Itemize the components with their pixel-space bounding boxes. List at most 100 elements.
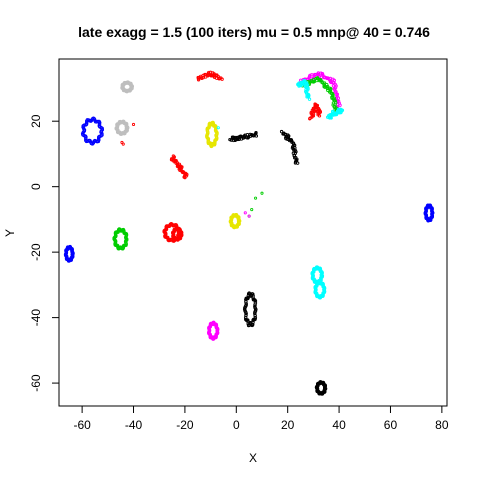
data-point xyxy=(244,311,248,316)
x-tick-label: -40 xyxy=(125,418,143,432)
data-point xyxy=(322,288,327,293)
data-point xyxy=(247,214,251,218)
data-point xyxy=(124,126,129,131)
data-point xyxy=(183,176,187,180)
data-point xyxy=(179,232,184,237)
data-point xyxy=(99,130,103,134)
data-point xyxy=(333,108,337,112)
data-point xyxy=(84,135,88,139)
data-point xyxy=(243,211,247,215)
y-tick-label: 0 xyxy=(29,183,43,190)
data-point xyxy=(254,131,258,135)
data-point xyxy=(279,129,284,134)
x-tick-label: 60 xyxy=(384,418,398,432)
data-point xyxy=(246,318,250,322)
y-axis: -60 -40 -20 0 20 xyxy=(29,114,60,392)
data-point xyxy=(430,211,434,216)
data-point xyxy=(220,77,224,81)
y-tick-label: -20 xyxy=(29,243,43,261)
data-point xyxy=(84,119,89,123)
x-axis: -60 -40 -20 0 20 40 60 80 xyxy=(73,405,449,432)
data-point xyxy=(290,139,294,143)
data-point xyxy=(253,304,257,309)
data-point xyxy=(320,80,324,84)
data-point xyxy=(333,90,337,94)
data-point xyxy=(331,113,335,117)
data-point xyxy=(246,291,251,296)
data-point xyxy=(323,386,328,391)
data-point xyxy=(340,109,344,113)
data-point xyxy=(254,134,259,138)
data-point xyxy=(322,81,327,85)
data-point xyxy=(179,167,183,171)
data-point xyxy=(250,208,254,212)
data-point xyxy=(300,81,304,85)
data-point xyxy=(335,110,340,115)
data-point xyxy=(338,103,342,107)
x-tick-label: 0 xyxy=(233,418,240,432)
x-tick-label: 40 xyxy=(332,418,346,432)
data-point xyxy=(184,174,189,178)
data-point xyxy=(253,313,257,318)
data-point xyxy=(244,300,248,304)
x-tick-label: -20 xyxy=(176,418,194,432)
data-point xyxy=(303,79,307,83)
y-axis-label: Y xyxy=(3,229,17,237)
data-point xyxy=(97,124,102,128)
chart-title: late exagg = 1.5 (100 iters) mu = 0.5 mn… xyxy=(78,24,430,40)
data-point xyxy=(207,122,212,126)
data-point xyxy=(70,252,74,257)
x-tick-label: 20 xyxy=(281,418,295,432)
data-point xyxy=(331,109,335,114)
data-point xyxy=(253,309,258,313)
data-point xyxy=(335,93,339,97)
data-point xyxy=(329,87,333,92)
data-point xyxy=(236,219,241,224)
data-point xyxy=(214,133,218,138)
data-point xyxy=(317,111,321,115)
data-point xyxy=(216,126,220,130)
data-point xyxy=(215,329,219,334)
data-point xyxy=(253,317,257,321)
data-point xyxy=(213,142,217,146)
data-point xyxy=(320,274,325,278)
data-point xyxy=(333,113,337,117)
data-point xyxy=(309,79,313,83)
x-tick-label: 80 xyxy=(435,418,449,432)
data-point xyxy=(254,196,258,200)
data-point xyxy=(286,135,291,140)
data-point xyxy=(316,77,320,81)
data-point xyxy=(100,133,104,137)
data-point xyxy=(311,114,316,118)
data-point xyxy=(307,97,312,101)
data-point xyxy=(121,142,125,146)
data-point xyxy=(236,137,240,142)
data-point xyxy=(336,96,341,100)
data-point xyxy=(131,122,136,127)
data-point xyxy=(129,85,134,89)
data-point xyxy=(334,84,338,88)
data-point xyxy=(314,72,318,77)
data-point xyxy=(253,301,258,305)
data-point xyxy=(293,161,298,165)
data-point xyxy=(97,138,101,142)
data-point xyxy=(250,133,254,138)
data-point xyxy=(291,141,295,145)
x-tick-label: -60 xyxy=(73,418,91,432)
y-tick-label: 20 xyxy=(29,114,43,128)
data-point xyxy=(293,156,297,160)
data-point xyxy=(305,95,309,99)
data-point xyxy=(243,305,247,310)
data-point xyxy=(260,191,264,195)
data-point xyxy=(329,113,334,117)
data-point xyxy=(242,307,247,312)
x-axis-label: X xyxy=(249,451,257,465)
y-tick-label: -60 xyxy=(29,374,43,392)
data-point xyxy=(217,76,221,80)
data-point xyxy=(179,168,183,172)
data-point xyxy=(124,238,129,242)
data-point xyxy=(207,70,211,75)
cluster-layer xyxy=(63,70,435,396)
